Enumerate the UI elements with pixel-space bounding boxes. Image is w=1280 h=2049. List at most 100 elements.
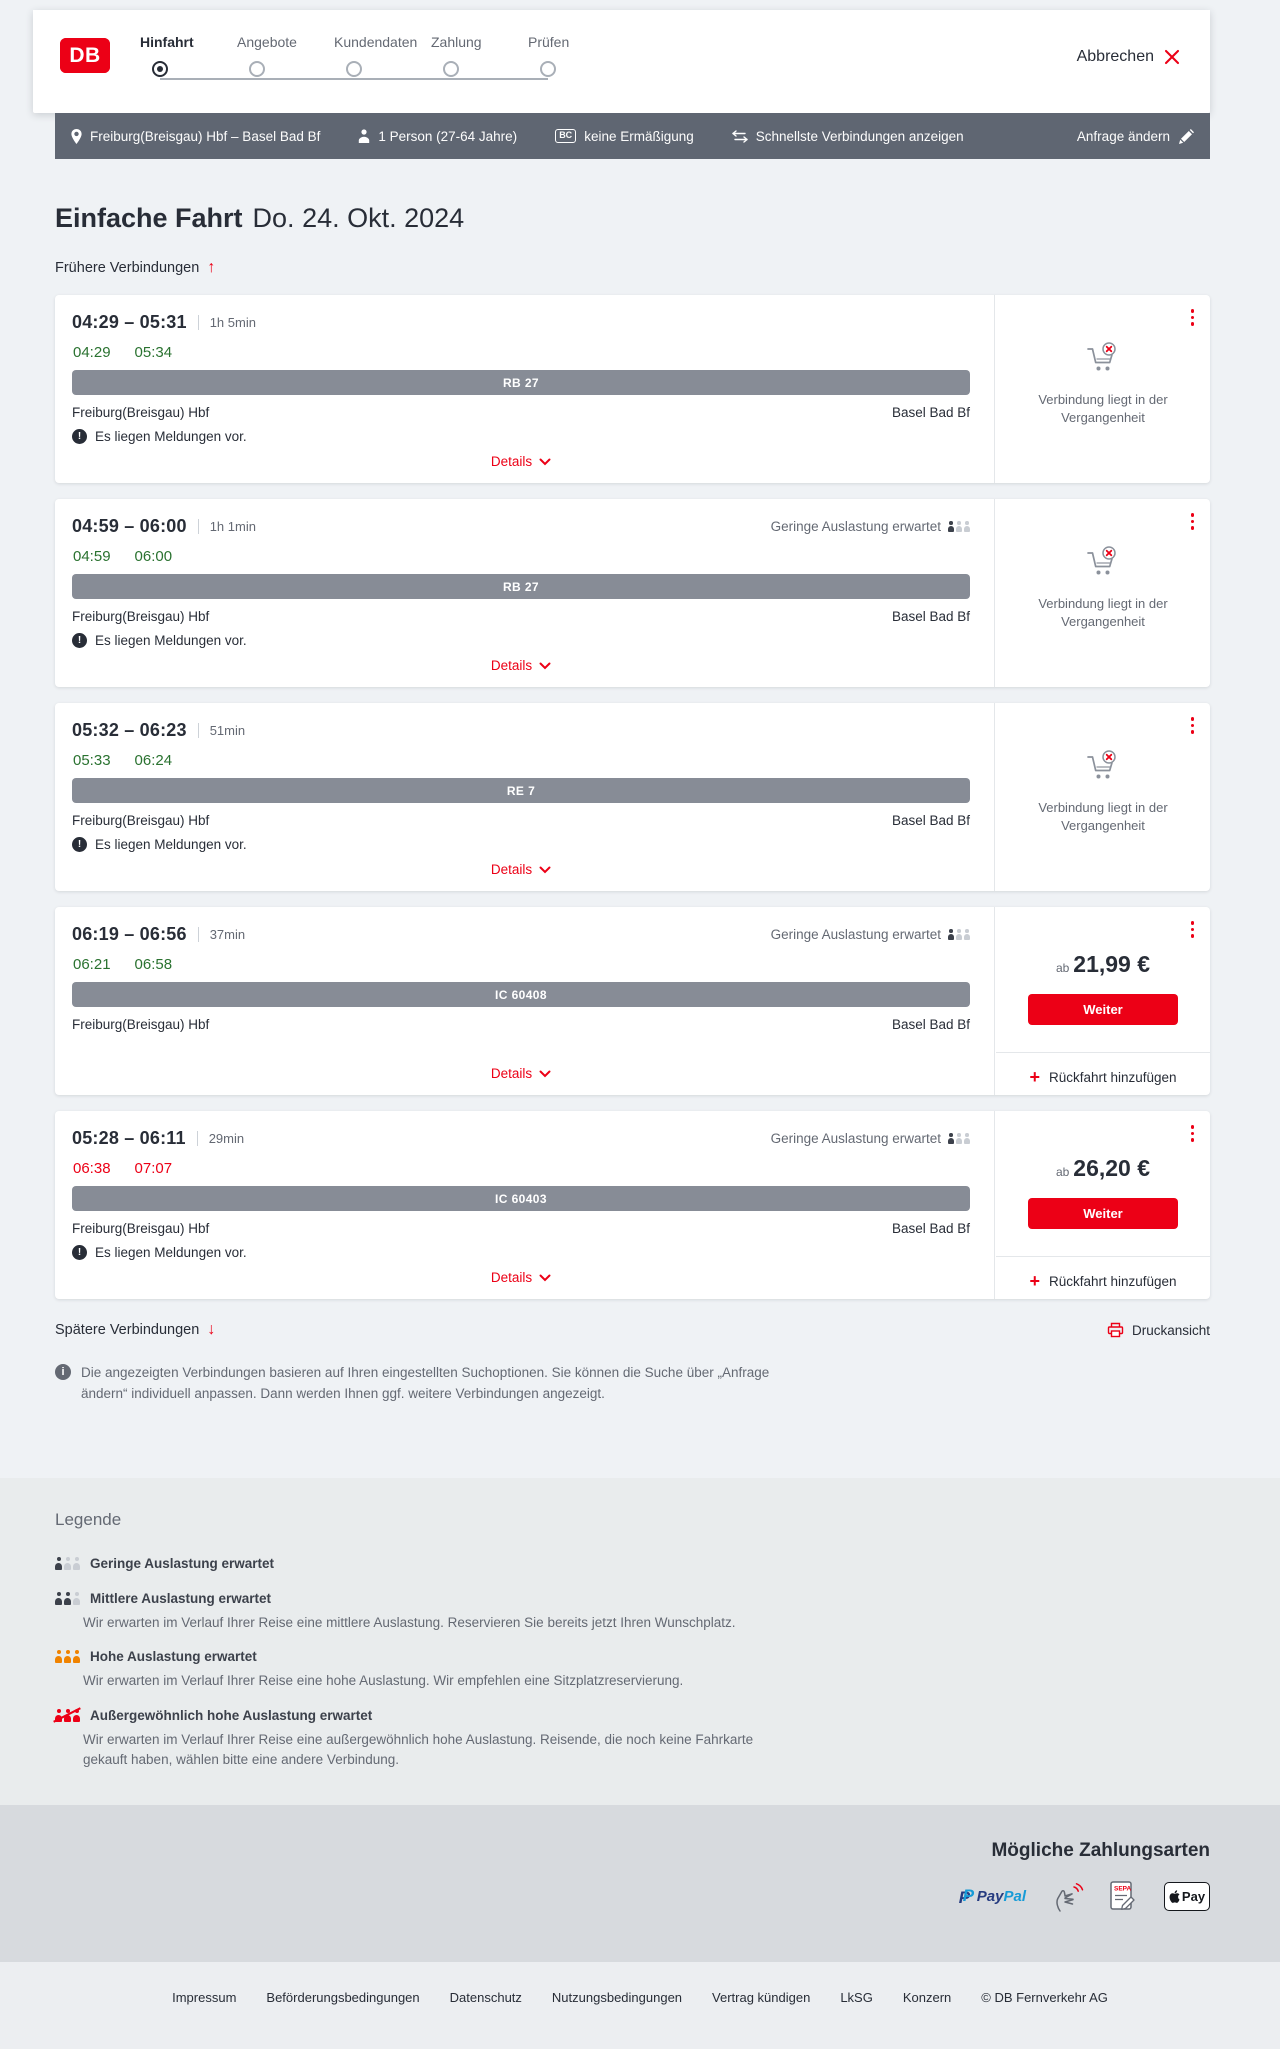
connection-side-panel: ab 26,20 € Weiter + Rückfahrt hinzufügen bbox=[996, 1111, 1210, 1299]
legend-item-label: Mittlere Auslastung erwartet bbox=[90, 1591, 272, 1606]
step-hinfahrt[interactable]: Hinfahrt bbox=[140, 34, 237, 77]
details-label: Details bbox=[490, 1270, 533, 1285]
footer-link-befoerderungsbedingungen[interactable]: Beförderungsbedingungen bbox=[266, 1990, 420, 2005]
arrival-station: Basel Bad Bf bbox=[891, 1221, 970, 1236]
price-prefix: ab bbox=[1055, 961, 1070, 975]
connection-main: 04:59 – 06:00 1h 1min Geringe Auslastung… bbox=[55, 499, 995, 687]
db-logo: DB bbox=[60, 38, 110, 73]
divider bbox=[197, 723, 199, 738]
add-return-link[interactable]: + Rückfahrt hinzufügen bbox=[996, 1068, 1210, 1086]
train-line-bar[interactable]: RB 27 bbox=[72, 574, 970, 599]
add-return-link[interactable]: + Rückfahrt hinzufügen bbox=[996, 1272, 1210, 1290]
occupancy-low-icon bbox=[948, 521, 970, 532]
train-label: RE 7 bbox=[506, 783, 536, 798]
details-toggle[interactable]: Details bbox=[55, 454, 987, 469]
train-label: RB 27 bbox=[502, 579, 539, 594]
realtime-departure: 04:59 bbox=[73, 548, 111, 565]
kebab-menu-icon[interactable] bbox=[1188, 510, 1198, 533]
legend-item-description: Wir erwarten im Verlauf Ihrer Reise eine… bbox=[83, 1615, 736, 1630]
footer-link-lksg[interactable]: LkSG bbox=[840, 1990, 873, 2005]
footer-link-nutzungsbedingungen[interactable]: Nutzungsbedingungen bbox=[551, 1990, 683, 2005]
cancel-button[interactable]: Abbrechen bbox=[1077, 48, 1180, 66]
step-circle[interactable] bbox=[540, 61, 556, 77]
train-line-bar[interactable]: IC 60408 bbox=[72, 982, 970, 1007]
details-label: Details bbox=[490, 454, 533, 469]
realtime-times: 04:59 06:00 bbox=[73, 548, 172, 565]
footer-link-impressum[interactable]: Impressum bbox=[172, 1990, 237, 2005]
details-toggle[interactable]: Details bbox=[55, 1270, 987, 1285]
later-connections-link[interactable]: Spätere Verbindungen ↓ bbox=[55, 1322, 215, 1339]
trip-passengers-label: 1 Person (27-64 Jahre) bbox=[378, 128, 518, 144]
connection-duration: 1h 1min bbox=[209, 519, 256, 534]
occupancy-low-icon bbox=[55, 1557, 80, 1570]
earlier-connections-link[interactable]: Frühere Verbindungen ↑ bbox=[55, 259, 216, 277]
messages-note: ! Es liegen Meldungen vor. bbox=[72, 429, 247, 444]
connection-duration: 37min bbox=[209, 927, 246, 942]
kebab-menu-icon[interactable] bbox=[1188, 714, 1198, 737]
weiter-button[interactable]: Weiter bbox=[1028, 1198, 1178, 1229]
messages-label: Es liegen Meldungen vor. bbox=[95, 1245, 247, 1260]
progress-track bbox=[160, 78, 548, 80]
details-toggle[interactable]: Details bbox=[55, 862, 987, 877]
realtime-times: 04:29 05:34 bbox=[73, 344, 172, 361]
connection-side-panel: Verbindung liegt in der Vergangenheit bbox=[996, 703, 1210, 891]
occupancy-indicator: Geringe Auslastung erwartet bbox=[771, 927, 970, 942]
payment-methods-title: Mögliche Zahlungsarten bbox=[991, 1840, 1210, 1861]
change-request-button[interactable]: Anfrage ändern bbox=[1077, 128, 1194, 144]
messages-label: Es liegen Meldungen vor. bbox=[95, 633, 247, 648]
fastest-connections-toggle[interactable]: Schnellste Verbindungen anzeigen bbox=[732, 129, 964, 144]
train-line-bar[interactable]: RB 27 bbox=[72, 370, 970, 395]
bahncard-badge: BC bbox=[555, 129, 577, 143]
chevron-down-icon bbox=[539, 1070, 551, 1077]
divider bbox=[996, 1052, 1210, 1053]
step-kundendaten[interactable]: Kundendaten bbox=[334, 34, 431, 77]
connection-times: 05:32 – 06:23 bbox=[72, 720, 187, 740]
footer-link-konzern[interactable]: Konzern bbox=[902, 1990, 952, 2005]
realtime-departure: 06:21 bbox=[73, 956, 111, 973]
details-toggle[interactable]: Details bbox=[55, 658, 987, 673]
step-circle[interactable] bbox=[346, 61, 362, 77]
realtime-departure: 05:33 bbox=[73, 752, 111, 769]
step-pruefen[interactable]: Prüfen bbox=[528, 34, 625, 77]
realtime-arrival: 07:07 bbox=[134, 1160, 173, 1177]
train-label: IC 60403 bbox=[495, 1191, 547, 1206]
hand-payment-icon bbox=[1056, 1883, 1084, 1912]
divider bbox=[196, 1131, 198, 1146]
close-icon bbox=[1164, 49, 1180, 65]
divider bbox=[197, 519, 199, 534]
footer-link-datenschutz[interactable]: Datenschutz bbox=[449, 1990, 522, 2005]
step-angebote[interactable]: Angebote bbox=[237, 34, 334, 77]
weiter-button[interactable]: Weiter bbox=[1028, 994, 1178, 1025]
trip-route-label: Freiburg(Breisgau) Hbf – Basel Bad Bf bbox=[90, 128, 321, 144]
add-return-label: Rückfahrt hinzufügen bbox=[1048, 1273, 1177, 1289]
kebab-menu-icon[interactable] bbox=[1188, 306, 1198, 329]
step-circle[interactable] bbox=[443, 61, 459, 77]
step-zahlung[interactable]: Zahlung bbox=[431, 34, 528, 77]
connection-times: 06:19 – 06:56 bbox=[72, 924, 187, 944]
realtime-arrival: 06:24 bbox=[134, 752, 173, 769]
location-pin-icon bbox=[71, 128, 82, 144]
copyright: © DB Fernverkehr AG bbox=[981, 1990, 1108, 2005]
sepa-direct-debit-icon: SEPA bbox=[1110, 1880, 1135, 1910]
kebab-menu-icon[interactable] bbox=[1188, 918, 1198, 941]
chevron-down-icon bbox=[539, 1274, 551, 1281]
trip-discount: BC keine Ermäßigung bbox=[555, 129, 694, 144]
realtime-arrival: 06:58 bbox=[134, 956, 173, 973]
step-circle[interactable] bbox=[152, 61, 168, 77]
footer-link-vertrag-kuendigen[interactable]: Vertrag kündigen bbox=[712, 1990, 811, 2005]
price-amount: 26,20 € bbox=[1073, 1155, 1151, 1181]
step-circle[interactable] bbox=[249, 61, 265, 77]
print-view-link[interactable]: Druckansicht bbox=[1107, 1322, 1210, 1338]
arrow-up-icon: ↑ bbox=[207, 259, 216, 276]
details-toggle[interactable]: Details bbox=[55, 1066, 987, 1081]
kebab-menu-icon[interactable] bbox=[1188, 1122, 1198, 1145]
past-connection-note: Verbindung liegt in der Vergangenheit bbox=[1038, 800, 1168, 834]
realtime-departure: 06:38 bbox=[73, 1160, 111, 1177]
train-line-bar[interactable]: RE 7 bbox=[72, 778, 970, 803]
occupancy-exceptional-icon bbox=[55, 1708, 80, 1722]
train-line-bar[interactable]: IC 60403 bbox=[72, 1186, 970, 1211]
occupancy-low-icon bbox=[948, 929, 970, 940]
connection-times: 05:28 – 06:11 bbox=[72, 1128, 186, 1148]
plus-icon: + bbox=[1029, 1067, 1040, 1087]
